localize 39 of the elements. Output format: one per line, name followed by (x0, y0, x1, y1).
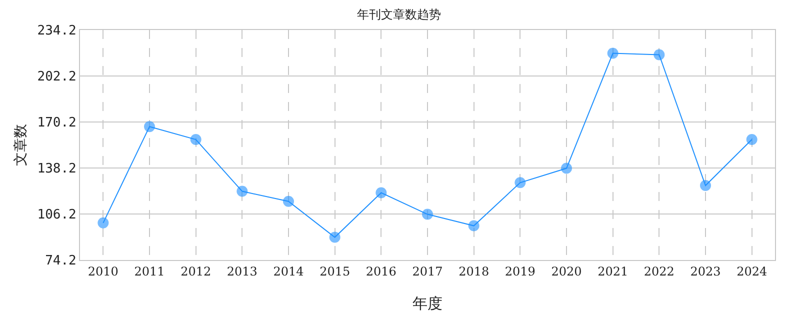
x-tick-label: 2024 (736, 264, 768, 278)
x-tick-label: 2023 (690, 264, 721, 278)
point (329, 232, 340, 243)
y-tick-label: 170.2 (37, 116, 76, 131)
y-axis-title: 文章数 (12, 124, 29, 166)
point (514, 177, 526, 188)
y-tick-label: 138.2 (37, 162, 76, 177)
y-tick-label: 74.2 (45, 254, 76, 269)
y-tick-label: 234.2 (37, 24, 76, 39)
point (144, 121, 155, 132)
x-tick-label: 2020 (551, 264, 582, 278)
x-tick-label: 2012 (180, 264, 212, 278)
point (236, 186, 248, 197)
point (98, 217, 109, 228)
point (376, 187, 387, 198)
point (561, 162, 572, 174)
point (654, 49, 665, 60)
point (190, 134, 202, 146)
point (607, 48, 618, 59)
x-tick-label: 2019 (504, 264, 536, 278)
point (468, 220, 480, 232)
x-tick-label: 2011 (134, 264, 165, 278)
x-tick-label: 2010 (88, 264, 118, 278)
x-tick-label: 2022 (644, 264, 674, 278)
x-tick-label: 2021 (598, 264, 628, 278)
point (746, 134, 758, 146)
point (422, 208, 433, 220)
y-tick-label: 202.2 (37, 70, 76, 85)
point (700, 180, 711, 192)
chart-title: 年刊文章数趋势 (357, 7, 441, 22)
x-tick-label: 2013 (226, 264, 258, 278)
point (283, 196, 294, 207)
x-tick-label: 2017 (412, 264, 443, 278)
x-tick-label: 2018 (458, 264, 490, 278)
x-axis-title: 年度 (412, 294, 442, 312)
x-tick-label: 2014 (273, 264, 304, 278)
x-tick-label: 2016 (366, 264, 396, 278)
x-tick-label: 2015 (320, 264, 350, 278)
y-tick-label: 106.2 (37, 208, 76, 223)
